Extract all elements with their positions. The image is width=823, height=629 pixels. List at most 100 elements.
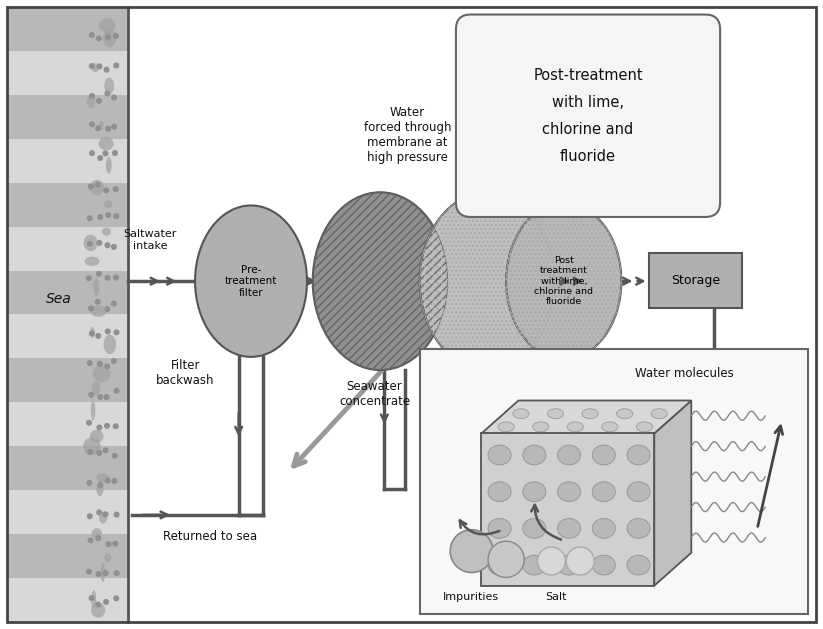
Ellipse shape (636, 422, 653, 431)
Circle shape (112, 125, 116, 129)
Circle shape (105, 91, 109, 96)
Circle shape (86, 276, 91, 281)
Polygon shape (481, 401, 691, 433)
Bar (7, 7, 128, 51)
Ellipse shape (523, 482, 546, 501)
Circle shape (90, 151, 95, 155)
Circle shape (114, 330, 119, 335)
Bar (7, 95, 128, 139)
Ellipse shape (91, 401, 95, 421)
Circle shape (114, 512, 119, 517)
Ellipse shape (83, 437, 100, 455)
Ellipse shape (91, 603, 105, 618)
FancyBboxPatch shape (456, 14, 720, 217)
Ellipse shape (91, 381, 100, 395)
Bar (7, 403, 128, 446)
Circle shape (105, 423, 109, 428)
Ellipse shape (593, 518, 616, 538)
Circle shape (95, 182, 100, 187)
Ellipse shape (93, 365, 110, 382)
Circle shape (90, 33, 94, 37)
Ellipse shape (627, 518, 650, 538)
Ellipse shape (93, 279, 100, 296)
Ellipse shape (488, 518, 511, 538)
Text: Sea: Sea (46, 292, 72, 306)
Circle shape (104, 448, 108, 453)
Text: Water
forced through
membrane at
high pressure: Water forced through membrane at high pr… (364, 106, 451, 164)
Bar (7, 270, 128, 314)
Circle shape (112, 301, 116, 306)
Ellipse shape (627, 555, 650, 575)
Ellipse shape (506, 203, 621, 359)
Circle shape (96, 272, 101, 276)
Bar (7, 359, 128, 403)
Ellipse shape (106, 157, 112, 174)
Text: Post-treatment
with lime,
chlorine and
fluoride: Post-treatment with lime, chlorine and f… (533, 68, 643, 164)
Ellipse shape (100, 562, 105, 582)
Bar (128, 7, 816, 622)
Bar (7, 226, 128, 270)
Ellipse shape (557, 518, 580, 538)
Ellipse shape (420, 192, 555, 370)
Ellipse shape (651, 409, 667, 419)
Circle shape (106, 213, 110, 218)
Ellipse shape (91, 305, 106, 317)
Ellipse shape (96, 474, 109, 482)
Circle shape (105, 307, 109, 311)
Circle shape (114, 33, 119, 38)
Ellipse shape (567, 422, 584, 431)
Ellipse shape (547, 409, 564, 419)
Ellipse shape (557, 482, 580, 501)
Bar (7, 183, 128, 226)
Circle shape (88, 538, 93, 543)
Text: Storage: Storage (671, 274, 720, 287)
Circle shape (87, 481, 91, 485)
Circle shape (105, 243, 109, 248)
Ellipse shape (87, 95, 95, 109)
Ellipse shape (90, 180, 104, 195)
Circle shape (105, 35, 110, 40)
Bar (420, 348, 808, 614)
Circle shape (95, 126, 100, 131)
Circle shape (97, 64, 102, 69)
Circle shape (87, 514, 92, 518)
Ellipse shape (99, 512, 107, 523)
Ellipse shape (488, 445, 511, 465)
Circle shape (105, 329, 110, 334)
Circle shape (105, 364, 109, 369)
Circle shape (103, 151, 108, 155)
Ellipse shape (488, 555, 511, 575)
Circle shape (114, 596, 119, 601)
Ellipse shape (593, 555, 616, 575)
Circle shape (98, 482, 103, 487)
Ellipse shape (616, 409, 633, 419)
Circle shape (113, 151, 118, 155)
Circle shape (450, 530, 493, 572)
Text: Water molecules: Water molecules (635, 367, 733, 380)
Text: Seawater
concentrate: Seawater concentrate (339, 380, 410, 408)
Ellipse shape (593, 445, 616, 465)
Text: Filter
backwash: Filter backwash (156, 359, 215, 387)
Ellipse shape (90, 327, 95, 338)
Circle shape (97, 450, 101, 455)
Ellipse shape (523, 445, 546, 465)
Ellipse shape (488, 482, 511, 501)
FancyBboxPatch shape (649, 253, 742, 308)
Ellipse shape (557, 445, 580, 465)
Text: Salt: Salt (545, 592, 566, 602)
Ellipse shape (557, 555, 580, 575)
Text: Returned to sea: Returned to sea (163, 530, 257, 543)
Circle shape (98, 155, 102, 160)
Circle shape (103, 512, 108, 516)
Circle shape (90, 64, 94, 69)
Circle shape (96, 572, 100, 576)
Ellipse shape (103, 29, 116, 48)
Circle shape (90, 122, 95, 126)
Circle shape (95, 602, 100, 607)
Circle shape (106, 542, 111, 547)
Circle shape (114, 424, 118, 428)
Text: Impurities: Impurities (443, 592, 499, 602)
Bar (481, 433, 654, 586)
Ellipse shape (102, 228, 111, 236)
Circle shape (88, 450, 92, 454)
